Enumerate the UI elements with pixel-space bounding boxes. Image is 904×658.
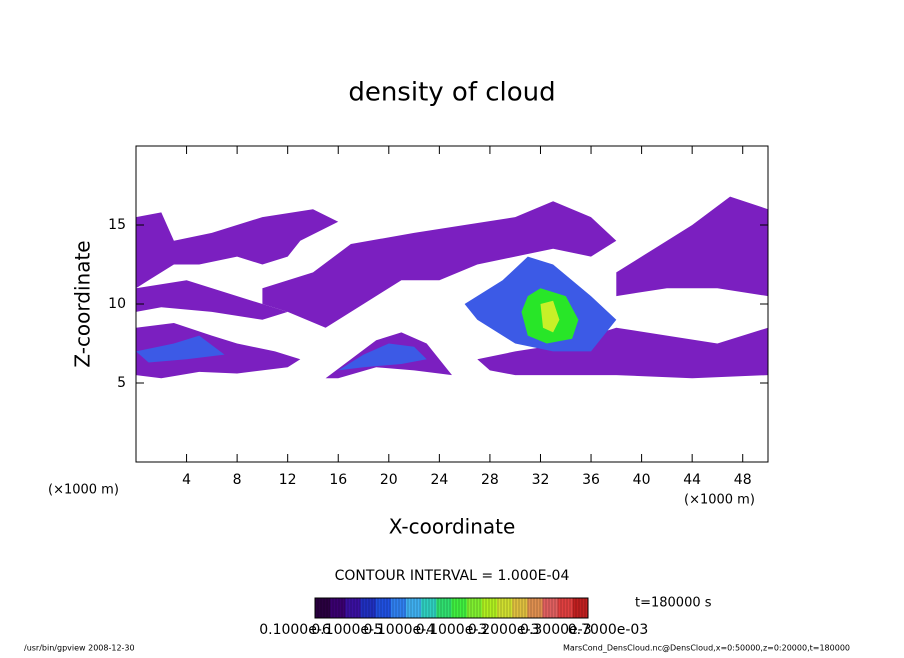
x-tick-label: 32	[532, 472, 550, 488]
x-tick-label: 8	[233, 472, 242, 488]
colorbar-swatch	[375, 598, 392, 618]
colorbar-swatch	[527, 598, 543, 618]
x-tick-label: 36	[582, 472, 600, 488]
contour-region	[262, 201, 617, 328]
colorbar-label: 0.1000e-6	[259, 622, 331, 638]
contour-interval: CONTOUR INTERVAL = 1.000E-04	[335, 568, 570, 584]
footer-left: /usr/bin/gpview 2008-12-30	[24, 644, 135, 653]
footer-right: MarsCond_DensCloud.nc@DensCloud,x=0:5000…	[563, 644, 850, 653]
colorbar-swatch	[330, 598, 346, 618]
colorbar-swatch	[345, 598, 361, 618]
chart-title: density of cloud	[348, 78, 555, 108]
y-axis-label: Z-coordinate	[71, 240, 95, 367]
colorbar-frame	[314, 597, 589, 619]
colorbar-swatch	[360, 598, 377, 618]
contour-region	[616, 196, 768, 297]
x-unit: (×1000 m)	[684, 493, 755, 508]
x-tick-label: 40	[633, 472, 651, 488]
colorbar-swatch	[481, 598, 498, 618]
y-tick-label: 15	[108, 217, 126, 233]
y-unit: (×1000 m)	[48, 483, 119, 498]
colorbar-swatch	[542, 598, 559, 618]
y-tick-label: 5	[117, 375, 126, 391]
colorbar-swatch	[315, 598, 331, 618]
colorbar-swatch	[390, 598, 407, 618]
time-label: t=180000 s	[635, 596, 712, 611]
x-axis-label: X-coordinate	[389, 515, 516, 539]
colorbar-label: 0.1000e-4	[364, 622, 436, 638]
x-tick-label: 48	[734, 472, 752, 488]
x-tick-label: 44	[683, 472, 701, 488]
colorbar-label: 0.2000e-3	[468, 622, 540, 638]
contour-region	[136, 209, 339, 289]
y-tick-label: 10	[108, 296, 126, 312]
x-tick-label: 24	[430, 472, 448, 488]
colorbar-swatch	[512, 598, 528, 618]
colorbar-swatch	[497, 598, 513, 618]
colorbar-label: 0.7000e-03	[568, 622, 648, 638]
x-tick-label: 16	[329, 472, 347, 488]
x-tick-label: 4	[182, 472, 191, 488]
x-tick-label: 12	[279, 472, 297, 488]
contour-region	[136, 335, 225, 363]
contour-region	[338, 343, 427, 371]
x-tick-label: 20	[380, 472, 398, 488]
colorbar-label: 0.3000e-3	[520, 622, 592, 638]
colorbar-swatch	[557, 598, 574, 618]
contour-region	[477, 327, 768, 379]
colorbar-label: 0.1000e-3	[416, 622, 488, 638]
colorbar-label: 0.1000e-5	[311, 622, 383, 638]
colorbar-swatch	[466, 598, 483, 618]
colorbar-swatch	[451, 598, 468, 618]
contour-region	[540, 300, 560, 333]
x-tick-label: 28	[481, 472, 499, 488]
contour-region	[136, 280, 288, 320]
colorbar-swatch	[572, 598, 589, 618]
